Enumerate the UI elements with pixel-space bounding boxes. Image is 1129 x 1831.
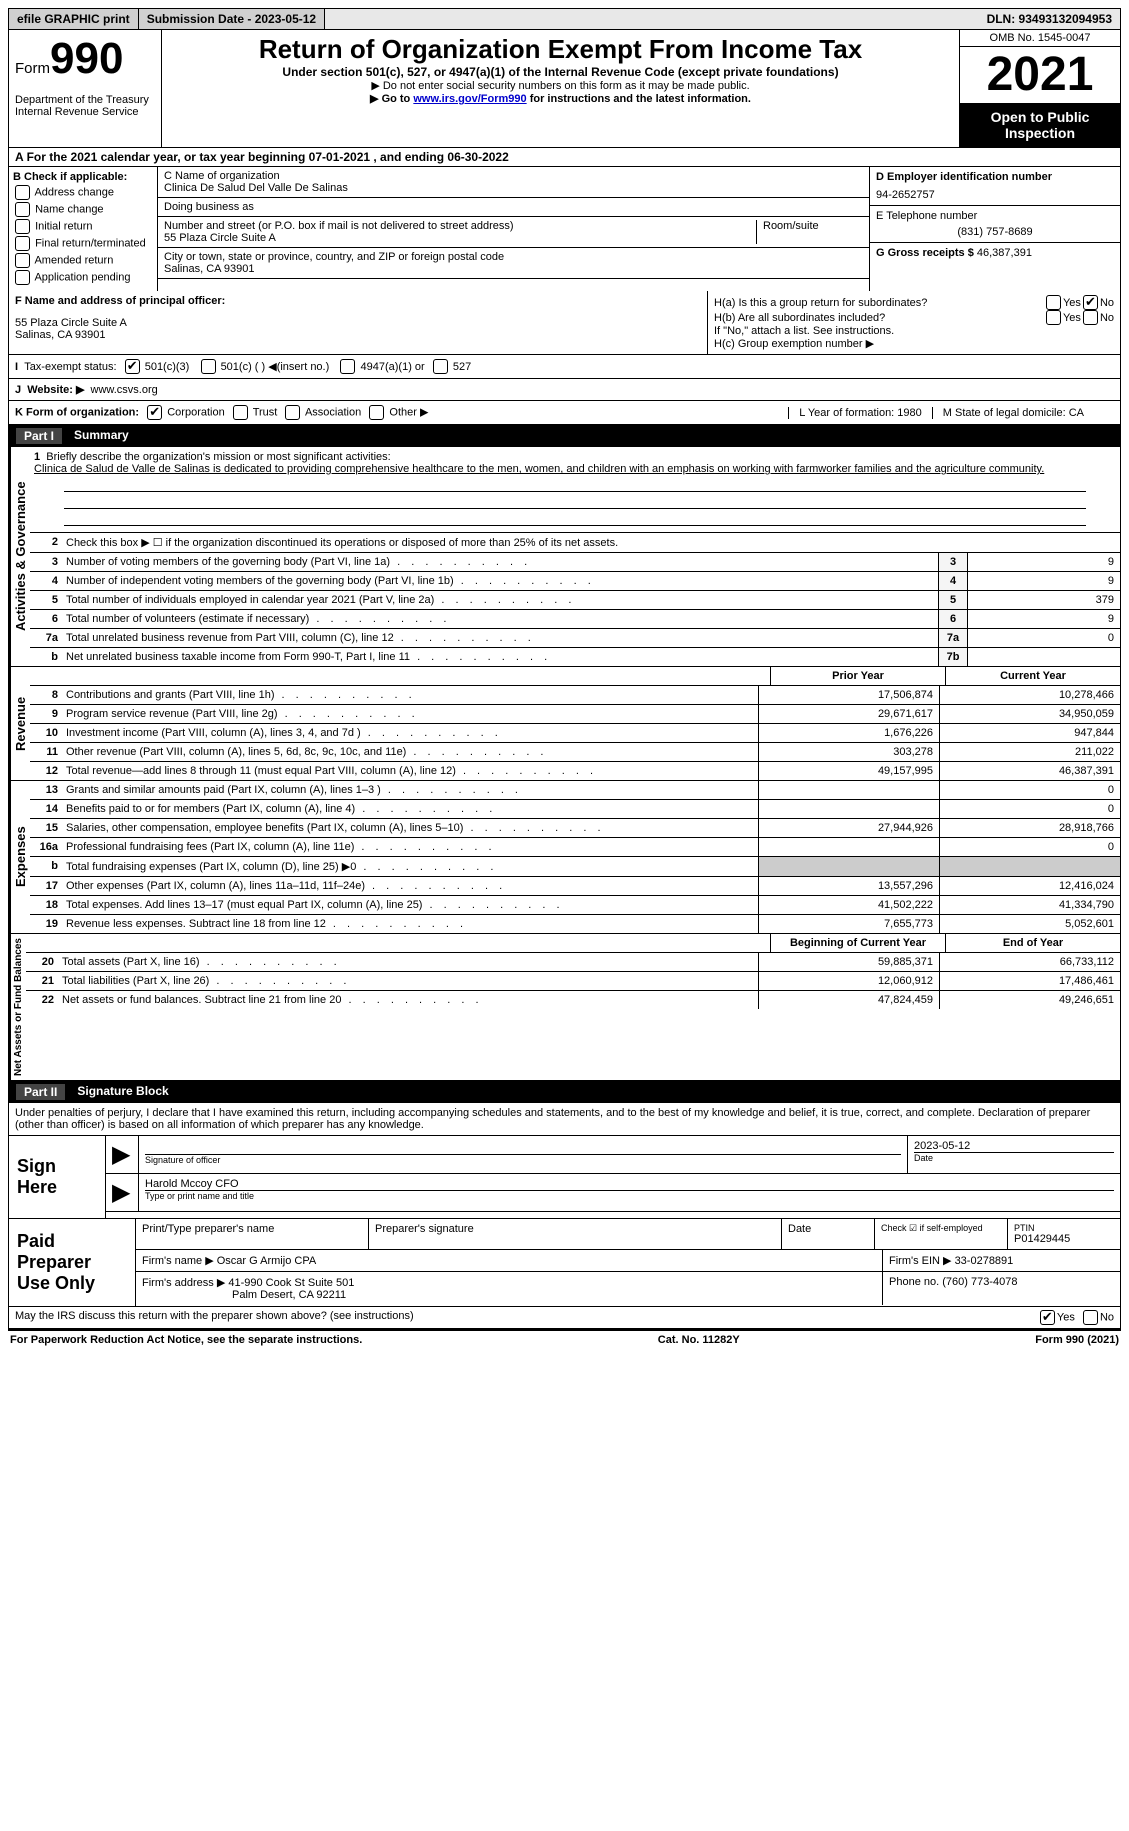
vlabel-net-assets: Net Assets or Fund Balances	[9, 934, 26, 1080]
table-row: 16a Professional fundraising fees (Part …	[30, 838, 1120, 857]
begin-end-header: Beginning of Current Year End of Year	[26, 934, 1120, 953]
goto-link-line: ▶ Go to www.irs.gov/Form990 for instruct…	[166, 92, 955, 105]
dept-treasury: Department of the Treasury Internal Reve…	[15, 94, 155, 118]
table-row: 11 Other revenue (Part VIII, column (A),…	[30, 743, 1120, 762]
table-row: 15 Salaries, other compensation, employe…	[30, 819, 1120, 838]
activities-governance-section: Activities & Governance 1 Briefly descri…	[8, 447, 1121, 667]
top-bar: efile GRAPHIC print Submission Date - 20…	[8, 8, 1121, 30]
perjury-statement: Under penalties of perjury, I declare th…	[9, 1103, 1120, 1135]
org-name-cell: C Name of organization Clinica De Salud …	[158, 167, 869, 198]
table-row: 21 Total liabilities (Part X, line 26) 1…	[26, 972, 1120, 991]
year-formation: L Year of formation: 1980	[788, 407, 932, 419]
table-row: 17 Other expenses (Part IX, column (A), …	[30, 877, 1120, 896]
principal-officer: F Name and address of principal officer:…	[9, 291, 708, 354]
omb-number: OMB No. 1545-0047	[960, 30, 1120, 47]
chk-corp[interactable]	[147, 405, 162, 420]
table-row: 10 Investment income (Part VIII, column …	[30, 724, 1120, 743]
phone-cell: E Telephone number (831) 757-8689	[870, 206, 1120, 243]
gross-receipts-cell: G Gross receipts $ 46,387,391	[870, 243, 1120, 263]
chk-amended[interactable]: Amended return	[13, 253, 153, 268]
chk-final-return[interactable]: Final return/terminated	[13, 236, 153, 251]
chk-address-change[interactable]: Address change	[13, 185, 153, 200]
table-row: 14 Benefits paid to or for members (Part…	[30, 800, 1120, 819]
form-header: Form990 Department of the Treasury Inter…	[8, 30, 1121, 148]
paid-preparer-label: Paid Preparer Use Only	[9, 1219, 136, 1306]
signature-block: Under penalties of perjury, I declare th…	[8, 1103, 1121, 1219]
group-return: H(a) Is this a group return for subordin…	[708, 291, 1120, 354]
state-domicile: M State of legal domicile: CA	[932, 407, 1094, 419]
table-row: 7a Total unrelated business revenue from…	[30, 629, 1120, 648]
row-i-tax-exempt: I Tax-exempt status: 501(c)(3) 501(c) ( …	[8, 355, 1121, 379]
chk-name-change[interactable]: Name change	[13, 202, 153, 217]
open-public-inspection: Open to Public Inspection	[960, 103, 1120, 147]
table-row: 6 Total number of volunteers (estimate i…	[30, 610, 1120, 629]
chk-hb-yes[interactable]	[1046, 310, 1061, 325]
chk-hb-no[interactable]	[1083, 310, 1098, 325]
vlabel-expenses: Expenses	[9, 781, 30, 933]
expenses-section: Expenses 13 Grants and similar amounts p…	[8, 781, 1121, 934]
page-footer: For Paperwork Reduction Act Notice, see …	[8, 1329, 1121, 1349]
chk-discuss-no[interactable]	[1083, 1310, 1098, 1325]
street-cell: Number and street (or P.O. box if mail i…	[158, 217, 869, 248]
chk-assoc[interactable]	[285, 405, 300, 420]
chk-app-pending[interactable]: Application pending	[13, 270, 153, 285]
tax-year: 2021	[960, 47, 1120, 103]
table-row: 12 Total revenue—add lines 8 through 11 …	[30, 762, 1120, 780]
table-row: 20 Total assets (Part X, line 16) 59,885…	[26, 953, 1120, 972]
table-row: 3 Number of voting members of the govern…	[30, 553, 1120, 572]
chk-initial-return[interactable]: Initial return	[13, 219, 153, 234]
dba-cell: Doing business as	[158, 198, 869, 217]
form-990-label: Form990	[15, 34, 155, 84]
table-row: 4 Number of independent voting members o…	[30, 572, 1120, 591]
table-row: 19 Revenue less expenses. Subtract line …	[30, 915, 1120, 933]
chk-other[interactable]	[369, 405, 384, 420]
chk-4947[interactable]	[340, 359, 355, 374]
city-cell: City or town, state or province, country…	[158, 248, 869, 279]
revenue-section: Revenue Prior Year Current Year 8 Contri…	[8, 667, 1121, 781]
irs-discuss-row: May the IRS discuss this return with the…	[8, 1307, 1121, 1329]
ein-cell: D Employer identification number 94-2652…	[870, 167, 1120, 206]
table-row: b Total fundraising expenses (Part IX, c…	[30, 857, 1120, 877]
irs-link[interactable]: www.irs.gov/Form990	[413, 93, 526, 105]
submission-date: Submission Date - 2023-05-12	[139, 9, 325, 29]
part-2-header: Part II Signature Block	[8, 1081, 1121, 1103]
col-b-checkboxes: B Check if applicable: Address change Na…	[9, 167, 158, 291]
section-b-c-d: B Check if applicable: Address change Na…	[8, 167, 1121, 291]
table-row: 9 Program service revenue (Part VIII, li…	[30, 705, 1120, 724]
net-assets-section: Net Assets or Fund Balances Beginning of…	[8, 934, 1121, 1081]
chk-527[interactable]	[433, 359, 448, 374]
vlabel-revenue: Revenue	[9, 667, 30, 780]
table-row: 18 Total expenses. Add lines 13–17 (must…	[30, 896, 1120, 915]
dln: DLN: 93493132094953	[979, 9, 1120, 29]
sign-here-label: Sign Here	[9, 1136, 106, 1218]
form-subtitle: Under section 501(c), 527, or 4947(a)(1)…	[166, 65, 955, 79]
table-row: 8 Contributions and grants (Part VIII, l…	[30, 686, 1120, 705]
form-title: Return of Organization Exempt From Incom…	[166, 34, 955, 65]
ssn-notice: ▶ Do not enter social security numbers o…	[166, 79, 955, 92]
chk-discuss-yes[interactable]	[1040, 1310, 1055, 1325]
table-row: 22 Net assets or fund balances. Subtract…	[26, 991, 1120, 1009]
line-2: 2 Check this box ▶ ☐ if the organization…	[30, 533, 1120, 553]
section-f-h: F Name and address of principal officer:…	[8, 291, 1121, 355]
prior-current-header: Prior Year Current Year	[30, 667, 1120, 686]
part-1-header: Part I Summary	[8, 425, 1121, 447]
chk-ha-yes[interactable]	[1046, 295, 1061, 310]
table-row: 13 Grants and similar amounts paid (Part…	[30, 781, 1120, 800]
efile-print-btn[interactable]: efile GRAPHIC print	[9, 9, 139, 29]
table-row: 5 Total number of individuals employed i…	[30, 591, 1120, 610]
row-j-website: J Website: ▶ www.csvs.org	[8, 379, 1121, 401]
chk-ha-no[interactable]	[1083, 295, 1098, 310]
mission-block: 1 Briefly describe the organization's mi…	[30, 447, 1120, 533]
row-k-form-of-org: K Form of organization: Corporation Trus…	[8, 401, 1121, 425]
table-row: b Net unrelated business taxable income …	[30, 648, 1120, 666]
chk-501c[interactable]	[201, 359, 216, 374]
chk-501c3[interactable]	[125, 359, 140, 374]
paid-preparer-section: Paid Preparer Use Only Print/Type prepar…	[8, 1219, 1121, 1307]
chk-trust[interactable]	[233, 405, 248, 420]
vlabel-governance: Activities & Governance	[9, 447, 30, 666]
line-a-tax-year: A For the 2021 calendar year, or tax yea…	[8, 148, 1121, 167]
